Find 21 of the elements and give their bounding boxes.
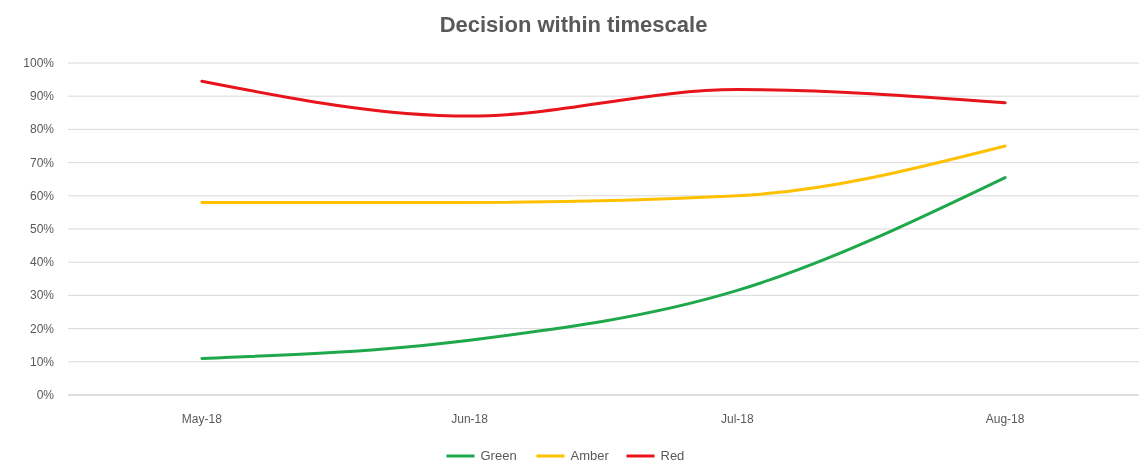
- y-tick-label: 100%: [23, 56, 55, 70]
- legend-label: Amber: [570, 448, 610, 463]
- legend-label: Green: [480, 448, 517, 463]
- y-tick-label: 80%: [29, 122, 55, 137]
- y-tick-label: 20%: [29, 321, 55, 336]
- y-tick-label: 50%: [29, 222, 55, 236]
- y-tick-label: 60%: [29, 188, 55, 203]
- y-tick-label: 70%: [29, 155, 55, 170]
- x-tick-label: May-18: [181, 412, 223, 426]
- x-tick-label: Jun-18: [451, 412, 489, 426]
- y-tick-label: 90%: [29, 89, 55, 104]
- y-tick-label: 0%: [36, 388, 55, 402]
- line-series: [200, 176, 1007, 360]
- y-tick-label: 10%: [29, 354, 55, 369]
- legend-label: Red: [660, 448, 685, 463]
- y-tick-label: 30%: [29, 288, 55, 303]
- x-tick-label: Jul-18: [721, 412, 755, 426]
- x-tick-label: Aug-18: [985, 412, 1025, 426]
- y-tick-label: 40%: [29, 255, 55, 270]
- line-series: [200, 79, 1007, 118]
- chart-title: Decision within timescale: [439, 12, 708, 37]
